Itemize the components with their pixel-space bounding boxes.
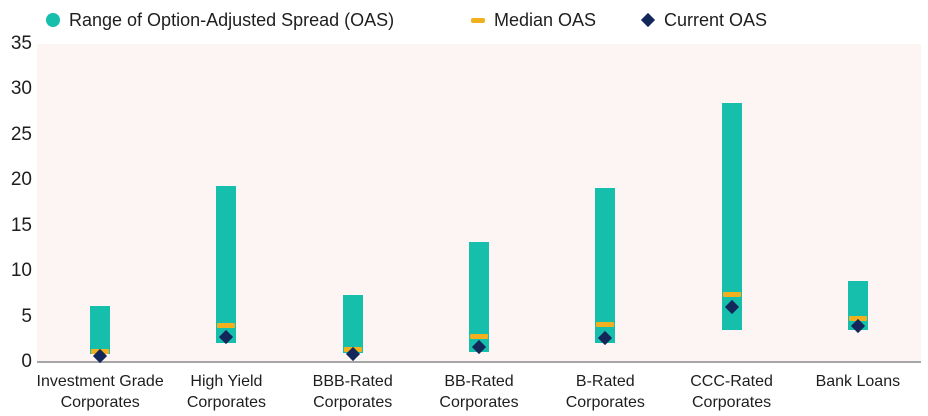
circle-icon: [46, 13, 60, 27]
x-category-label-line: BBB-Rated: [312, 373, 393, 390]
x-category-label-line: High Yield: [190, 373, 263, 390]
x-category-label-line: Corporates: [186, 394, 266, 411]
x-category-label: High Yield Corporates: [141, 371, 311, 413]
y-tick-label: 15: [10, 214, 32, 236]
median-marker: [722, 292, 741, 298]
x-category-label-line: Corporates: [691, 394, 772, 411]
range-bar: [342, 294, 363, 353]
range-bar: [595, 187, 616, 343]
y-tick-label: 10: [10, 260, 32, 282]
x-category-label: BB-Rated Corporates: [394, 371, 564, 413]
legend-label-current: Current OAS: [664, 9, 768, 30]
x-category-label-line: Corporates: [439, 394, 519, 411]
range-bar: [216, 185, 237, 343]
median-marker: [470, 334, 488, 340]
x-category-label: Bank Loans: [773, 371, 928, 392]
y-tick-label: 25: [10, 123, 32, 145]
x-category-label: BBB-Rated Corporates: [268, 371, 438, 413]
x-category-label-line: B-Rated: [575, 373, 635, 390]
legend-item-current: Current OAS: [640, 5, 768, 35]
x-category-label: Investment Grade Corporates: [15, 371, 185, 413]
x-category-label-line: Investment Grade: [36, 373, 164, 390]
x-category-label-line: Bank Loans: [815, 373, 901, 390]
diamond-icon: [640, 12, 656, 28]
legend-label-median: Median OAS: [494, 9, 597, 30]
y-tick-label: 30: [10, 78, 32, 100]
x-category-label-line: Corporates: [565, 394, 645, 411]
y-tick-label: 35: [10, 33, 32, 54]
x-category-label: CCC-Rated Corporates: [647, 371, 817, 413]
legend-label-range: Range of Option-Adjusted Spread (OAS): [69, 9, 395, 30]
y-tick-label: 0: [21, 351, 32, 372]
x-axis-line: [37, 361, 921, 363]
range-bar: [469, 242, 489, 352]
x-category-label-line: CCC-Rated: [690, 373, 773, 390]
median-marker: [217, 323, 236, 329]
x-category-label: B-Rated Corporates: [520, 371, 690, 413]
y-tick-label: 5: [21, 305, 32, 327]
x-category-label-line: Corporates: [60, 394, 140, 411]
x-category-label-line: Corporates: [313, 394, 393, 411]
x-category-label-line: BB-Rated: [444, 373, 514, 390]
legend-item-median: Median OAS: [471, 5, 596, 35]
range-bar: [721, 103, 742, 331]
median-marker: [596, 322, 615, 328]
legend-item-range: Range of Option-Adjusted Spread (OAS): [46, 5, 394, 35]
range-bar: [90, 305, 111, 354]
y-tick-label: 20: [10, 169, 32, 191]
median-marker: [848, 315, 867, 321]
dash-icon: [471, 17, 485, 23]
